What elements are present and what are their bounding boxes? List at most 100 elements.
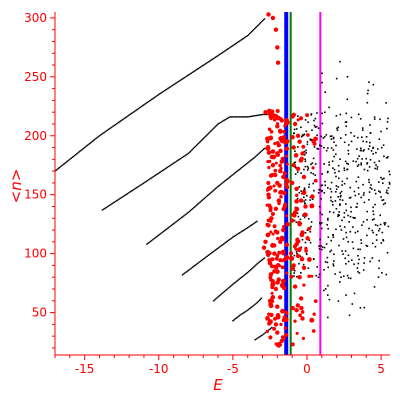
black-point-738 <box>339 60 341 63</box>
black-point-285 <box>211 129 213 131</box>
black-point-834 <box>312 182 314 185</box>
red-point-206 <box>281 206 286 212</box>
black-point-148 <box>221 51 224 54</box>
black-point-626 <box>315 274 318 277</box>
black-point-1009 <box>320 184 322 187</box>
black-point-903 <box>382 144 385 146</box>
black-point-823 <box>357 163 360 166</box>
black-point-444 <box>184 272 186 274</box>
black-point-646 <box>337 213 340 216</box>
black-point-527 <box>232 283 234 285</box>
x-tick-label: 0 <box>303 362 311 376</box>
black-point-814 <box>347 149 350 152</box>
black-point-654 <box>322 137 325 139</box>
black-point-497 <box>243 229 245 231</box>
black-point-1045 <box>321 227 323 230</box>
black-point-792 <box>379 214 381 217</box>
red-point-288 <box>267 203 272 208</box>
black-point-879 <box>353 135 356 137</box>
black-point-744 <box>363 168 366 171</box>
black-point-261 <box>187 152 190 155</box>
black-point-624 <box>359 307 362 309</box>
black-point-637 <box>293 254 296 257</box>
black-point-705 <box>372 213 375 216</box>
black-point-517 <box>221 292 223 295</box>
black-point-710 <box>323 163 325 165</box>
black-point-469 <box>212 251 214 253</box>
black-point-28 <box>84 146 87 148</box>
x-tick-label: -5 <box>227 362 239 376</box>
red-point-117 <box>284 146 290 151</box>
red-point-279 <box>268 335 273 340</box>
black-point-446 <box>186 270 188 273</box>
black-point-591 <box>261 334 264 336</box>
black-point-429 <box>251 158 253 161</box>
black-point-465 <box>207 254 210 256</box>
black-point-1016 <box>312 157 315 160</box>
black-point-1059 <box>363 192 365 194</box>
red-point-258 <box>274 161 278 165</box>
black-point-36 <box>93 139 95 141</box>
black-point-882 <box>310 225 312 228</box>
red-point-126 <box>270 211 275 217</box>
black-point-5 <box>59 166 62 168</box>
red-point-186 <box>282 315 288 320</box>
black-point-1000 <box>378 267 380 270</box>
black-point-362 <box>178 218 181 220</box>
black-point-1046 <box>348 144 350 146</box>
red-point-259 <box>265 188 270 192</box>
black-point-896 <box>309 241 312 244</box>
black-point-513 <box>217 296 219 298</box>
black-point-694 <box>314 117 317 120</box>
black-point-492 <box>237 232 240 235</box>
red-point-307 <box>283 326 288 330</box>
black-point-71 <box>133 111 135 113</box>
black-point-214 <box>132 189 134 191</box>
black-point-1084 <box>317 276 320 278</box>
black-point-251 <box>176 160 178 162</box>
black-point-553 <box>259 260 261 263</box>
y-tick-label: 100 <box>24 247 47 261</box>
black-point-985 <box>293 219 296 222</box>
black-point-891 <box>306 169 309 171</box>
black-point-369 <box>186 212 188 214</box>
black-point-655 <box>346 274 349 277</box>
black-point-667 <box>349 186 351 189</box>
red-point-309 <box>275 280 280 285</box>
red-point-114 <box>310 274 314 278</box>
black-point-166 <box>242 38 244 40</box>
black-point-160 <box>235 42 237 44</box>
black-point-481 <box>225 241 227 243</box>
black-point-542 <box>248 270 250 273</box>
black-point-383 <box>201 199 203 201</box>
black-point-1015 <box>384 223 386 226</box>
black-point-824 <box>356 267 359 269</box>
black-point-244 <box>167 165 170 168</box>
red-point-66 <box>295 133 301 138</box>
red-point-168 <box>268 185 273 190</box>
black-point-405 <box>225 179 227 181</box>
red-point-284 <box>280 310 284 314</box>
black-point-790 <box>384 222 387 224</box>
red-point-271 <box>268 112 274 118</box>
black-point-408 <box>228 176 230 179</box>
red-point-75 <box>290 305 295 311</box>
black-point-126 <box>196 68 198 70</box>
black-point-353 <box>168 226 170 228</box>
black-point-1108 <box>372 206 374 209</box>
black-point-638 <box>304 160 307 163</box>
black-point-59 <box>119 120 121 123</box>
black-point-16 <box>71 156 74 158</box>
black-point-161 <box>236 41 239 44</box>
black-point-305 <box>234 116 237 118</box>
black-point-1112 <box>369 132 372 134</box>
black-point-850 <box>314 174 316 176</box>
black-point-50 <box>109 127 111 130</box>
black-point-946 <box>318 144 321 147</box>
black-point-645 <box>306 194 308 197</box>
black-point-1114 <box>385 273 388 276</box>
black-point-1069 <box>337 186 340 188</box>
black-point-298 <box>225 118 228 120</box>
black-point-764 <box>293 269 296 272</box>
black-point-213 <box>131 190 133 192</box>
